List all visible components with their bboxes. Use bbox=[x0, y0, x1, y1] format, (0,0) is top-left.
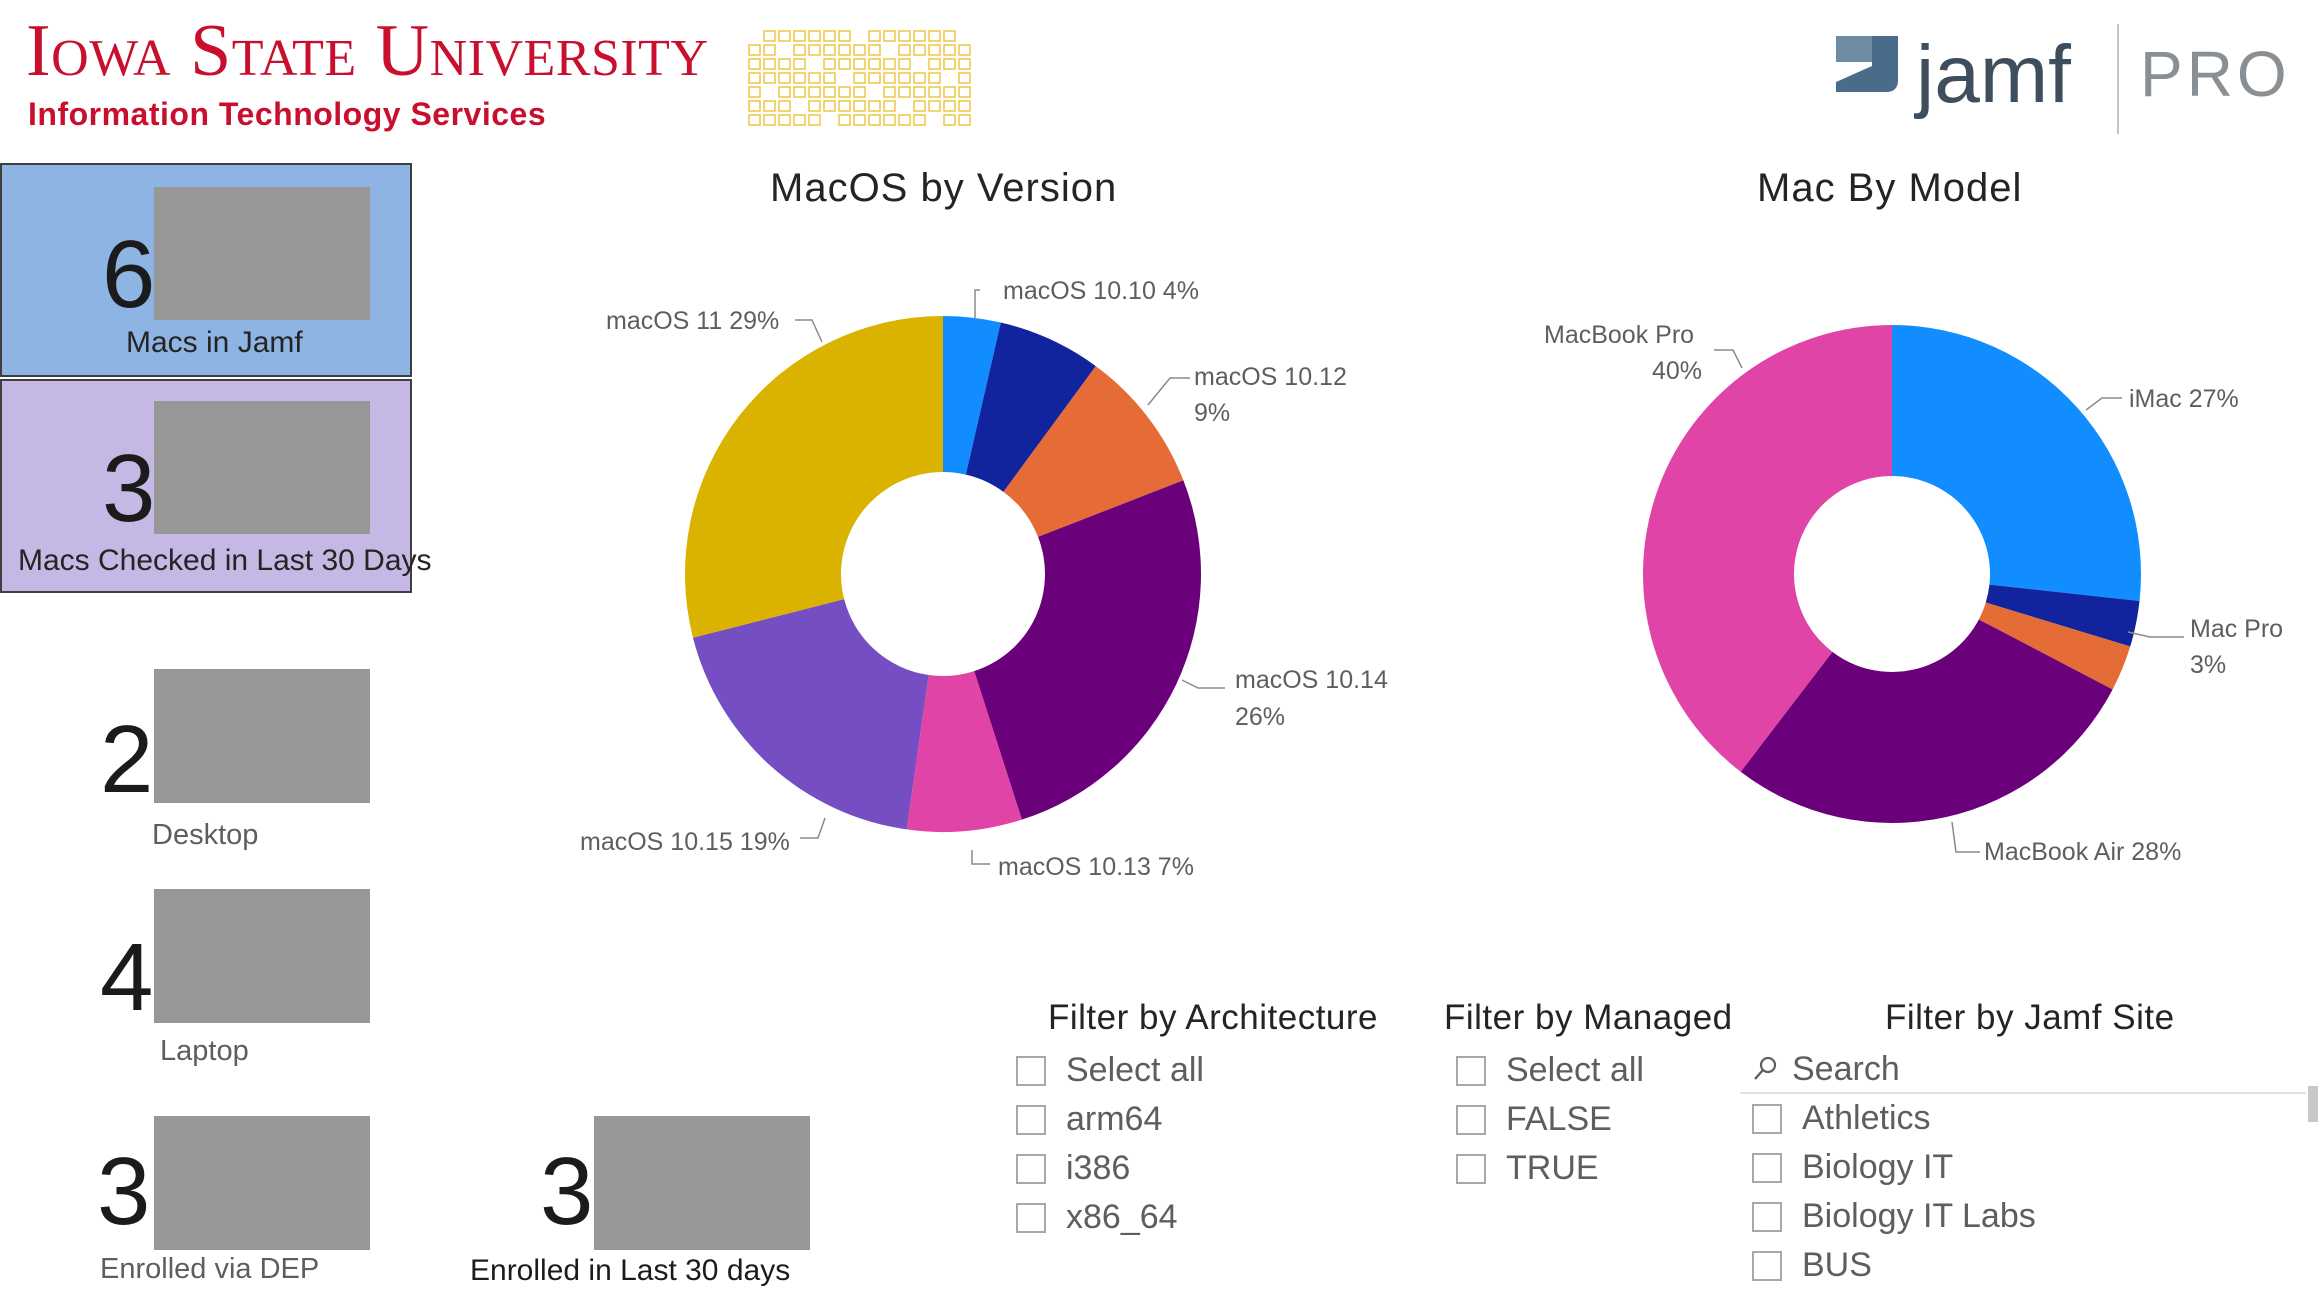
checkbox[interactable] bbox=[1016, 1055, 1046, 1086]
label-macos-1014-pct: 26% bbox=[1235, 703, 1285, 731]
charts-canvas: macOS 10.10 4% macOS 10.12 9% macOS 10.1… bbox=[580, 277, 2283, 881]
kpi-label: Macs in Jamf bbox=[126, 326, 303, 359]
pro-word: PRO bbox=[2140, 38, 2290, 110]
label-macos-1010: macOS 10.10 4% bbox=[1003, 277, 1199, 305]
redacted-block bbox=[154, 669, 370, 803]
filter-managed: Filter by Managed Select all FALSE TRUE bbox=[1444, 998, 1733, 1193]
label-macbook-pro: MacBook Pro bbox=[1544, 321, 1694, 349]
filter-option[interactable]: Select all bbox=[1016, 1046, 1378, 1095]
checkbox[interactable] bbox=[1016, 1104, 1046, 1135]
donut-macos-version bbox=[684, 316, 1201, 833]
redacted-block bbox=[154, 1116, 370, 1250]
laptop-count: 4 bbox=[100, 924, 154, 1031]
label-macos-1015: macOS 10.15 19% bbox=[580, 828, 790, 856]
redacted-block bbox=[154, 401, 370, 534]
slice-macos-11[interactable] bbox=[684, 316, 943, 638]
university-logo-grid bbox=[748, 30, 971, 126]
jamf-mark-icon bbox=[1836, 36, 1872, 62]
filter-option[interactable]: TRUE bbox=[1456, 1144, 1733, 1193]
filter-option[interactable]: Athletics bbox=[1752, 1094, 2318, 1143]
jamf-word: jamf bbox=[1914, 29, 2071, 120]
slice-macos-1014[interactable] bbox=[974, 480, 1201, 820]
kpi-macs-in-jamf[interactable]: 6 Macs in Jamf bbox=[0, 163, 412, 377]
filter-option[interactable]: i386 bbox=[1016, 1144, 1378, 1193]
checkbox[interactable] bbox=[1752, 1250, 1782, 1281]
redacted-block bbox=[594, 1116, 810, 1250]
dep-count: 3 bbox=[97, 1138, 151, 1245]
redacted-block bbox=[154, 889, 370, 1023]
filter-jamf-site: Filter by Jamf Site Search Athletics Bio… bbox=[1740, 998, 2318, 1300]
desktop-count: 2 bbox=[100, 706, 154, 813]
desktop-label: Desktop bbox=[152, 819, 259, 851]
checkbox[interactable] bbox=[1016, 1202, 1046, 1233]
slice-macos-1010[interactable] bbox=[943, 316, 1001, 475]
label-macos-11: macOS 11 29% bbox=[606, 307, 779, 335]
label-macos-1012-pct: 9% bbox=[1194, 399, 1230, 427]
slice-mac-pro[interactable] bbox=[1985, 584, 2140, 647]
kpi-value: 3 bbox=[102, 435, 156, 542]
label-mac-pro-pct: 3% bbox=[2190, 651, 2226, 679]
dep-label: Enrolled via DEP bbox=[100, 1253, 320, 1285]
department-name: Information Technology Services bbox=[28, 96, 547, 132]
filter-option[interactable]: arm64 bbox=[1016, 1095, 1378, 1144]
label-macos-1013: macOS 10.13 7% bbox=[998, 853, 1194, 881]
university-name: Iowa State University bbox=[26, 10, 709, 92]
recent-enroll-label: Enrolled in Last 30 days bbox=[470, 1254, 791, 1287]
label-macbook-air: MacBook Air 28% bbox=[1984, 838, 2181, 866]
chart-title-mac-model: Mac By Model bbox=[1757, 166, 2023, 210]
label-macos-1014: macOS 10.14 bbox=[1235, 666, 1388, 694]
slice-labels: macOS 10.10 4% macOS 10.12 9% macOS 10.1… bbox=[580, 277, 2283, 881]
checkbox[interactable] bbox=[1456, 1055, 1486, 1086]
jamf-swoosh-icon bbox=[1836, 36, 1898, 92]
filter-option[interactable]: Select all bbox=[1456, 1046, 1733, 1095]
donut-mac-model bbox=[1642, 325, 2141, 824]
recent-enroll-count: 3 bbox=[540, 1138, 594, 1245]
kpi-label: Macs Checked in Last 30 Days bbox=[18, 544, 432, 577]
search-icon bbox=[1754, 1056, 1777, 1080]
slice-macos-1012[interactable] bbox=[1003, 366, 1184, 537]
checkbox[interactable] bbox=[1752, 1201, 1782, 1232]
laptop-label: Laptop bbox=[160, 1035, 249, 1067]
chart-title-macos-version: MacOS by Version bbox=[770, 166, 1118, 210]
checkbox[interactable] bbox=[1752, 1152, 1782, 1183]
filter-title: Filter by Managed bbox=[1444, 998, 1733, 1037]
slice-macos-1015[interactable] bbox=[692, 599, 929, 830]
checkbox[interactable] bbox=[1456, 1104, 1486, 1135]
redacted-block bbox=[154, 187, 370, 320]
label-macos-1012: macOS 10.12 bbox=[1194, 363, 1347, 391]
checkbox[interactable] bbox=[1456, 1153, 1486, 1184]
search-placeholder: Search bbox=[1792, 1049, 1900, 1088]
label-imac: iMac 27% bbox=[2129, 385, 2239, 413]
filter-option[interactable]: Biology IT Labs bbox=[1752, 1192, 2318, 1241]
slice-macbook-air[interactable] bbox=[1740, 619, 2113, 824]
leader-lines bbox=[795, 289, 2184, 865]
slice-macos-1010-b[interactable] bbox=[965, 322, 1096, 492]
slice-imac[interactable] bbox=[1892, 325, 2141, 602]
filter-option-partial[interactable] bbox=[1752, 1290, 2318, 1300]
jamf-pro-logo: jamf PRO bbox=[1836, 24, 2290, 134]
checkbox[interactable] bbox=[1016, 1153, 1046, 1184]
site-search[interactable]: Search bbox=[1740, 1046, 2306, 1094]
slice-macos-1013[interactable] bbox=[906, 671, 1022, 833]
filter-option[interactable]: x86_64 bbox=[1016, 1193, 1378, 1242]
kpi-macs-checked[interactable]: 3 Macs Checked in Last 30 Days bbox=[0, 379, 432, 593]
filter-option[interactable]: BUS bbox=[1752, 1241, 2318, 1290]
slice-macbook-pro[interactable] bbox=[1642, 325, 1892, 772]
filter-title: Filter by Architecture bbox=[1048, 998, 1378, 1037]
label-mac-pro: Mac Pro bbox=[2190, 615, 2283, 643]
filter-option[interactable]: Biology IT bbox=[1752, 1143, 2318, 1192]
checkbox[interactable] bbox=[1752, 1103, 1782, 1134]
kpi-value: 6 bbox=[102, 221, 156, 328]
filter-title: Filter by Jamf Site bbox=[1885, 998, 2175, 1037]
label-macbook-pro-pct: 40% bbox=[1652, 357, 1702, 385]
slice-mac-pro-b[interactable] bbox=[1978, 602, 2131, 690]
filter-architecture: Filter by Architecture Select all arm64 … bbox=[1016, 998, 1378, 1242]
scrollbar-thumb[interactable] bbox=[2308, 1086, 2318, 1122]
filter-option[interactable]: FALSE bbox=[1456, 1095, 1733, 1144]
